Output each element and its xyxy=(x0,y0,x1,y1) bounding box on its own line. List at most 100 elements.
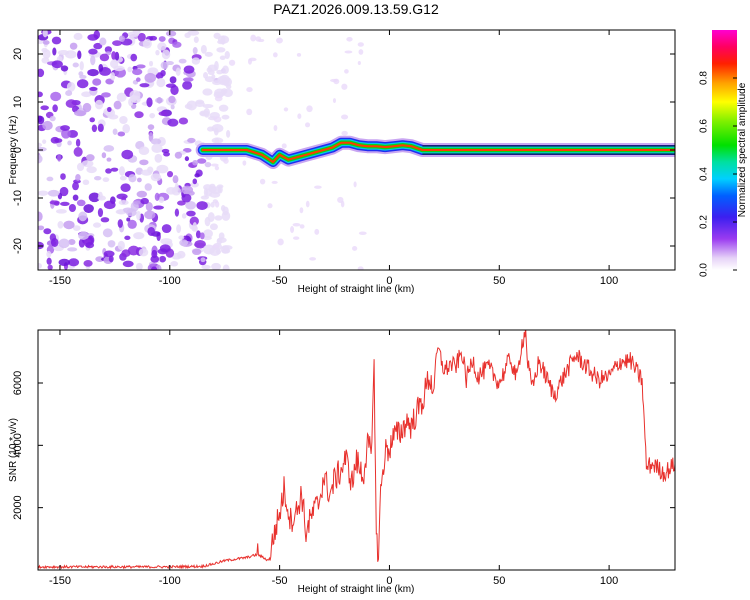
noise-blob xyxy=(211,244,220,249)
noise-blob xyxy=(132,68,143,76)
noise-blob xyxy=(341,83,348,90)
noise-blob xyxy=(57,50,70,56)
spectrogram-y-ticks: -20 -10 0 10 20 xyxy=(12,48,675,254)
noise-blob xyxy=(65,99,77,108)
noise-blob xyxy=(105,168,112,174)
noise-blob xyxy=(192,222,198,231)
x-tick-label: -150 xyxy=(49,275,71,287)
noise-blob xyxy=(109,59,119,69)
noise-blob xyxy=(175,67,181,77)
noise-blob xyxy=(76,79,89,89)
colorbar-tick-label: 0.4 xyxy=(699,167,710,181)
noise-blob xyxy=(207,212,215,222)
noise-blob xyxy=(147,124,155,130)
noise-blob xyxy=(103,250,115,258)
y-tick-label: -10 xyxy=(12,190,24,206)
noise-blob xyxy=(246,87,253,93)
noise-blob xyxy=(297,113,302,119)
noise-blob xyxy=(221,114,230,120)
noise-blob xyxy=(196,158,207,164)
noise-blob xyxy=(51,36,62,45)
spectrogram-noise xyxy=(38,30,367,270)
noise-blob xyxy=(203,244,215,255)
noise-blob xyxy=(156,164,169,174)
noise-blob xyxy=(58,238,70,249)
noise-blob xyxy=(38,190,49,196)
noise-blob xyxy=(214,88,226,97)
noise-blob xyxy=(305,122,311,128)
spectrogram-ridge xyxy=(195,135,675,169)
noise-blob xyxy=(196,201,208,210)
noise-blob xyxy=(187,137,196,143)
noise-blob xyxy=(332,98,337,104)
noise-blob xyxy=(220,245,230,254)
noise-blob xyxy=(184,156,190,162)
noise-blob xyxy=(117,131,126,137)
noise-blob xyxy=(333,78,340,85)
noise-blob xyxy=(165,83,177,88)
noise-blob xyxy=(191,57,201,65)
noise-blob xyxy=(178,117,189,125)
noise-blob xyxy=(181,193,192,203)
noise-blob xyxy=(148,132,154,142)
colorbar-tick-label: 0.2 xyxy=(699,215,710,229)
snr-x-ticks: -150 -100 -50 0 50 100 xyxy=(49,330,618,587)
noise-blob xyxy=(82,102,92,113)
noise-blob xyxy=(117,219,123,228)
noise-blob xyxy=(65,90,73,97)
noise-blob xyxy=(104,46,113,53)
snr-y-ticks: 2000 4000 6000 xyxy=(12,371,675,520)
noise-blob xyxy=(49,200,60,205)
noise-blob xyxy=(110,167,119,172)
noise-blob xyxy=(341,130,348,136)
noise-blob xyxy=(138,146,150,156)
noise-blob xyxy=(100,217,110,223)
noise-blob xyxy=(344,69,349,74)
noise-blob xyxy=(38,142,43,148)
noise-blob xyxy=(127,245,140,256)
noise-blob xyxy=(167,170,174,178)
noise-blob xyxy=(151,143,163,154)
noise-blob xyxy=(214,201,220,208)
spectrogram-x-label: Height of straight line (km) xyxy=(298,284,415,295)
noise-blob xyxy=(118,199,129,206)
noise-blob xyxy=(169,76,177,84)
noise-blob xyxy=(89,86,98,91)
noise-blob xyxy=(147,226,156,236)
noise-blob xyxy=(78,71,84,77)
noise-blob xyxy=(183,65,195,74)
noise-blob xyxy=(165,30,177,37)
noise-blob xyxy=(85,242,95,249)
noise-blob xyxy=(89,117,95,123)
noise-blob xyxy=(352,245,358,251)
noise-blob xyxy=(101,152,107,159)
noise-blob xyxy=(60,173,66,180)
noise-blob xyxy=(357,266,364,270)
noise-blob xyxy=(38,262,42,269)
noise-blob xyxy=(184,32,191,39)
noise-blob xyxy=(116,92,127,102)
snr-panel: -150 -100 -50 0 50 100 2000 4000 6000 Height of… xyxy=(8,329,676,595)
noise-blob xyxy=(87,69,99,77)
noise-blob xyxy=(149,60,154,67)
noise-blob xyxy=(77,50,82,60)
noise-blob xyxy=(111,51,117,60)
noise-blob xyxy=(133,232,145,240)
noise-blob xyxy=(92,78,102,86)
noise-blob xyxy=(75,173,81,181)
noise-blob xyxy=(94,99,104,110)
noise-blob xyxy=(101,92,111,98)
noise-blob xyxy=(208,185,217,193)
noise-blob xyxy=(88,48,98,55)
noise-blob xyxy=(314,228,320,235)
noise-blob xyxy=(222,65,229,74)
noise-blob xyxy=(306,105,313,113)
noise-blob xyxy=(250,34,257,42)
noise-blob xyxy=(181,213,187,219)
noise-blob xyxy=(107,106,112,113)
noise-blob xyxy=(259,178,266,185)
noise-blob xyxy=(217,39,226,45)
noise-blob xyxy=(147,166,154,174)
noise-blob xyxy=(176,224,182,234)
noise-blob xyxy=(174,182,179,193)
